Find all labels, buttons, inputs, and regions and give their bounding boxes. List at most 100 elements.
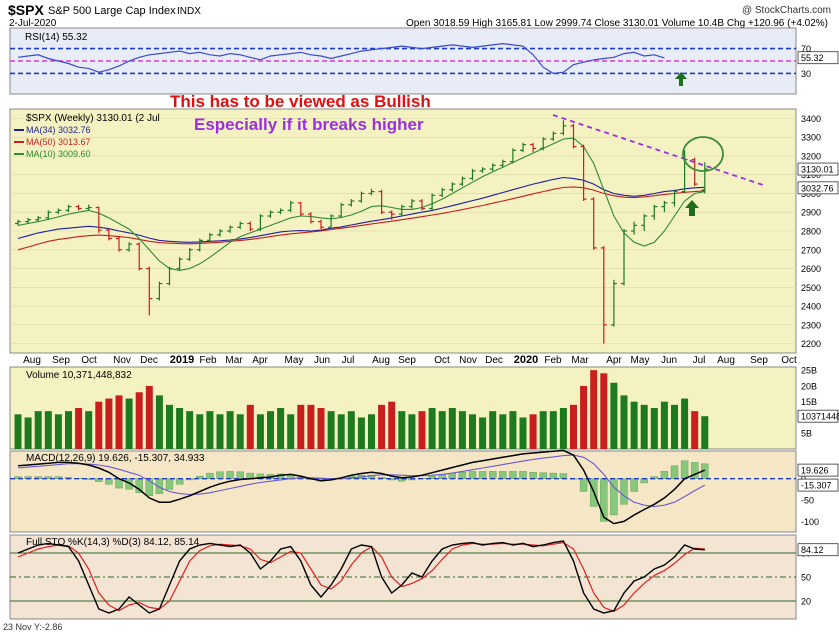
- macd-tag-signal-box: [797, 478, 839, 492]
- stockcharts-watermark: @ StockCharts.com: [742, 5, 831, 16]
- x-tick-20: Apr: [606, 355, 622, 366]
- volume-bar: [287, 414, 295, 449]
- macd-histogram-bar: [499, 471, 507, 479]
- volume-bar: [469, 414, 476, 449]
- chart-name: S&P 500 Large Cap Index: [48, 5, 176, 17]
- volume-bar: [297, 404, 305, 449]
- price-tick-3400: 3400: [801, 114, 821, 124]
- x-tick-1: Sep: [52, 355, 70, 366]
- x-tick-14: Oct: [434, 355, 450, 366]
- sto-tick-20: 20: [801, 597, 811, 607]
- volume-bar: [691, 411, 699, 449]
- volume-bar: [246, 404, 254, 449]
- x-tick-16: Dec: [485, 355, 503, 366]
- volume-bar: [388, 401, 396, 449]
- x-tick-17: 2020: [514, 354, 538, 366]
- volume-bar: [701, 416, 709, 449]
- sto-legend: Full STO %K(14,3) %D(3) 84.12, 85.14: [26, 537, 200, 548]
- volume-bar: [347, 411, 355, 449]
- price-tick-2300: 2300: [801, 320, 821, 330]
- price-tick-2900: 2900: [801, 208, 821, 218]
- volume-bar: [206, 411, 214, 449]
- macd-tag-signal: -15.307: [801, 481, 832, 491]
- volume-bar: [499, 414, 507, 449]
- volume-bar: [186, 411, 194, 449]
- macd-histogram-bar: [155, 478, 164, 494]
- macd-histogram-bar: [600, 478, 608, 522]
- price-tick-2200: 2200: [801, 339, 821, 349]
- rsi-tick-70: 70: [801, 44, 811, 54]
- volume-bar: [368, 414, 375, 449]
- x-tick-25: Sep: [750, 355, 768, 366]
- macd-histogram-bar: [206, 472, 214, 479]
- volume-bar: [105, 398, 113, 449]
- volume-bar: [226, 411, 234, 449]
- rsi-up-arrow: [675, 72, 687, 86]
- annotation-breaks-higher: Especially if it breaks higher: [194, 115, 424, 134]
- x-tick-11: Jul: [342, 355, 355, 366]
- sto-tick-50: 50: [801, 573, 811, 583]
- volume-bar: [357, 417, 365, 449]
- price-panel: This has to be viewed as Bullish Especia…: [9, 92, 839, 354]
- volume-bar: [448, 408, 456, 449]
- volume-bar: [408, 414, 416, 449]
- x-tick-18: Feb: [544, 355, 562, 366]
- macd-histogram-bar: [489, 471, 497, 479]
- macd-tick--100: -100: [801, 517, 819, 527]
- volume-bar: [458, 411, 466, 449]
- macd-histogram-bar: [458, 472, 467, 479]
- volume-bar: [14, 414, 22, 449]
- x-tick-8: Apr: [252, 355, 268, 366]
- volume-bar: [549, 411, 557, 449]
- x-tick-9: May: [285, 355, 304, 366]
- volume-bar: [256, 414, 264, 449]
- price-legend-title: $SPX (Weekly) 3130.01 (2 Jul: [26, 113, 160, 124]
- volume-bar: [236, 414, 244, 449]
- volume-tick-15B: 15B: [801, 397, 817, 407]
- sto-tag: 84.12: [801, 545, 824, 555]
- x-tick-7: Mar: [225, 355, 243, 366]
- rsi-legend: RSI(14) 55.32: [25, 32, 88, 43]
- macd-histogram-bar: [175, 478, 184, 485]
- ma-line-0: [17, 176, 705, 243]
- volume-bar: [479, 417, 487, 449]
- rsi-tick-55.32-box: [797, 51, 839, 65]
- volume-bar: [115, 395, 123, 449]
- macd-tag-macd-box: [797, 463, 839, 477]
- footer-readout: 23 Nov Y:-2.86: [3, 622, 62, 632]
- price-tick-2400: 2400: [801, 302, 821, 312]
- volume-tag: 10371448832: [801, 412, 839, 422]
- x-tick-19: Mar: [571, 355, 589, 366]
- macd-histogram-bar: [468, 471, 477, 479]
- volume-tick-25B: 25B: [801, 366, 817, 376]
- volume-bar: [660, 401, 668, 449]
- x-tick-23: Jul: [693, 355, 706, 366]
- x-tick-15: Nov: [459, 355, 477, 366]
- volume-bar: [317, 408, 325, 449]
- macd-histogram-bar: [539, 472, 547, 479]
- volume-bar: [600, 373, 608, 449]
- volume-bar: [681, 398, 689, 449]
- macd-histogram-bar: [165, 478, 174, 490]
- macd-panel: MACD(12,26,9) 19.626, -15.307, 34.933 -1…: [9, 449, 839, 533]
- volume-bar: [580, 385, 588, 449]
- volume-bar: [378, 404, 386, 449]
- volume-bar: [337, 414, 345, 449]
- volume-bar: [166, 404, 173, 449]
- price-tick-2700: 2700: [801, 245, 821, 255]
- macd-histogram-bar: [620, 478, 628, 505]
- volume-bar: [277, 408, 285, 449]
- volume-bar: [85, 411, 93, 449]
- macd-histogram-bar: [680, 460, 689, 479]
- volume-bar: [650, 408, 658, 449]
- volume-bar: [24, 417, 32, 449]
- volume-bar: [75, 408, 83, 449]
- rsi-tick-55.32: 55.32: [801, 53, 824, 63]
- macd-signal-line: [17, 454, 706, 508]
- volume-bar: [529, 414, 537, 449]
- price-tick-2500: 2500: [801, 283, 821, 293]
- volume-bar: [95, 401, 103, 449]
- chart-exchange: INDX: [177, 6, 201, 17]
- legend-ma34: MA(34) 3032.76: [26, 125, 91, 135]
